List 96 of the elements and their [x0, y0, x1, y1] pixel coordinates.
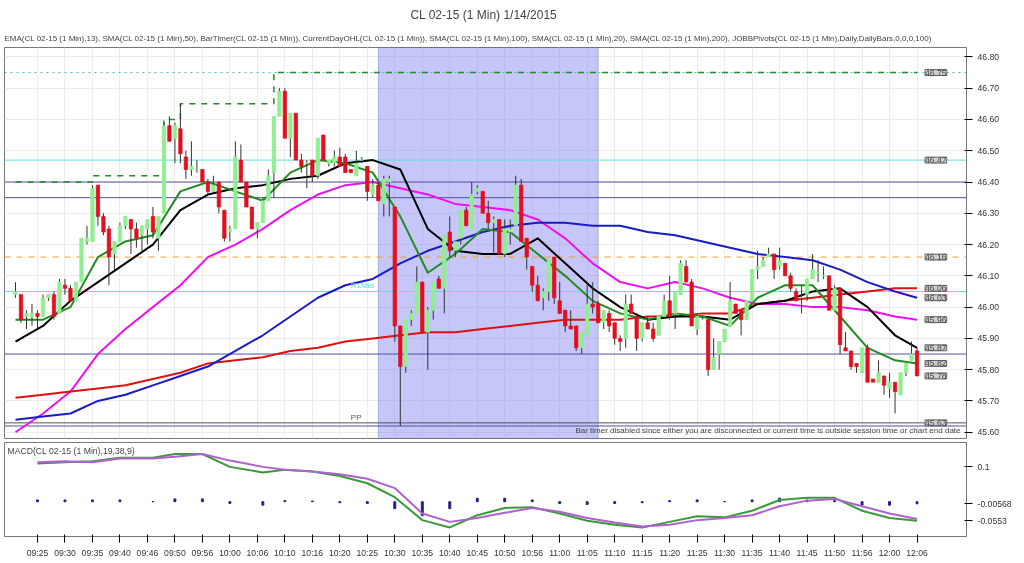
x-tick-label: 10:10 [274, 547, 296, 558]
annotation: 45.63 [925, 417, 947, 428]
annotation: 46.06 [925, 283, 947, 294]
x-tick-label: 11:50 [824, 547, 846, 558]
candlestick [464, 206, 469, 227]
candlestick [876, 359, 881, 383]
x-tick-label: 12:06 [906, 547, 929, 558]
annotation: 45.82 [925, 358, 947, 369]
annotation: 46.03 [925, 292, 947, 303]
x-tick-label: 10:30 [383, 547, 406, 558]
candlestick [640, 322, 645, 343]
candlestick [370, 178, 375, 199]
x-tick-label: 09:40 [109, 547, 131, 558]
candlestick [629, 294, 634, 314]
y-tick-label: 46.00 [977, 302, 1000, 313]
annotation: 46.75 [925, 67, 947, 78]
candlestick [310, 159, 315, 183]
annotation: 45.78 [925, 370, 947, 381]
line-series [14, 221, 919, 421]
candlestick [777, 247, 782, 271]
candlestick [892, 381, 898, 414]
x-tick-label: 10:35 [411, 547, 434, 558]
annotation: 46.16 [925, 252, 947, 263]
x-tick-label: 11:25 [686, 547, 708, 558]
chart-title: MACD(CL 02-15 (1 Min),19,38,9) [7, 445, 135, 456]
x-tick-label: 09:50 [164, 547, 186, 558]
y-tick-label: 45.70 [977, 395, 1000, 406]
y-tick-label: 45.60 [977, 427, 1000, 438]
candlestick [35, 309, 40, 330]
chart-title: CL 02-15 (1 Min) 1/14/2015 [410, 7, 558, 22]
y-tick-label: 46.70 [977, 83, 1000, 94]
x-tick-label: 09:46 [136, 547, 159, 558]
candlestick [183, 150, 188, 180]
candlestick [156, 215, 161, 252]
x-tick-label: 11:15 [631, 547, 653, 558]
candlestick [376, 181, 381, 202]
x-tick-label: 10:16 [301, 547, 324, 558]
candlestick [711, 337, 716, 371]
candlestick [601, 309, 606, 330]
x-tick-label: 10:06 [246, 547, 269, 558]
annotation: Bar timer disabled since either you are disconnected or current time is outside session time or chart end date [575, 425, 962, 435]
ref-line-label: PP [350, 412, 362, 422]
x-tick-label: 12:00 [878, 547, 901, 558]
candlestick [491, 215, 496, 255]
x-tick-label: 10:40 [438, 547, 461, 558]
y-tick-label: -0.0553 [977, 515, 1008, 526]
candlestick [695, 316, 700, 336]
ref-line-label: R1Mid [350, 281, 374, 291]
candlestick [887, 372, 892, 399]
y-tick-label: 45.90 [977, 333, 1000, 344]
candlestick [51, 290, 57, 321]
x-tick-label: 11:30 [714, 547, 736, 558]
y-tick-label: 46.20 [977, 239, 1000, 250]
candlestick [832, 284, 837, 311]
x-tick-label: 10:20 [328, 547, 351, 558]
x-tick-label: 11:05 [576, 547, 598, 558]
candlestick [881, 375, 887, 396]
x-tick-label: 11:20 [659, 547, 681, 558]
candlestick [150, 206, 155, 239]
candlestick [788, 272, 793, 292]
candlestick [634, 312, 639, 352]
y-tick-label: 45.80 [977, 364, 1000, 375]
x-tick-label: 09:56 [191, 547, 214, 558]
candlestick [772, 253, 777, 280]
annotation: 45.87 [925, 342, 947, 353]
x-tick-label: 11:10 [604, 547, 626, 558]
y-tick-label: 46.80 [977, 51, 1000, 62]
x-tick-label: 10:56 [521, 547, 544, 558]
x-tick-label: 11:56 [851, 547, 873, 558]
x-tick-label: 11:00 [549, 547, 571, 558]
x-tick-label: 10:00 [219, 547, 241, 558]
candlestick [172, 122, 177, 164]
y-tick-label: 0.1 [977, 461, 990, 472]
y-tick-label: -0.00568 [977, 498, 1012, 509]
candlestick [447, 215, 452, 258]
candlestick [167, 115, 172, 142]
x-tick-label: 09:25 [26, 547, 49, 558]
candlestick [354, 150, 359, 177]
x-tick-label: 10:50 [493, 547, 516, 558]
y-tick-label: 46.40 [977, 177, 1000, 187]
x-tick-label: 10:45 [466, 547, 489, 558]
y-tick-label: 46.60 [977, 114, 1000, 125]
x-tick-label: 11:40 [769, 547, 791, 558]
x-tick-label: 09:35 [81, 547, 104, 558]
candlestick [909, 341, 914, 361]
x-tick-label: 11:45 [796, 547, 818, 558]
x-tick-label: 11:35 [741, 547, 763, 558]
y-tick-label: 46.30 [977, 208, 1000, 219]
candlestick [667, 275, 672, 321]
annotation: 45.96 [925, 314, 947, 325]
line-series [14, 287, 919, 399]
x-tick-label: 09:30 [54, 547, 76, 558]
y-tick-label: 46.50 [977, 145, 1000, 156]
x-tick-label: 10:25 [356, 547, 379, 558]
y-tick-label: 46.10 [977, 270, 1000, 281]
chart-subtitle: EMA(CL 02-15 (1 Min),13), SMA(CL 02-15 (1 Min),50), BarTimer(CL 02-15 (1 Min)), CurrentDayOHL(CL 02-15 (1 Min)), SMA(CL 02-15 (1 Min),100), SMA(CL 02-15 (1 Min),20), SMA(CL 02-15 (1 Min),200), JOBBPivots(CL 02-15 (1 Min),Daily,DailyBars,0,0,0,100) [4, 33, 932, 43]
